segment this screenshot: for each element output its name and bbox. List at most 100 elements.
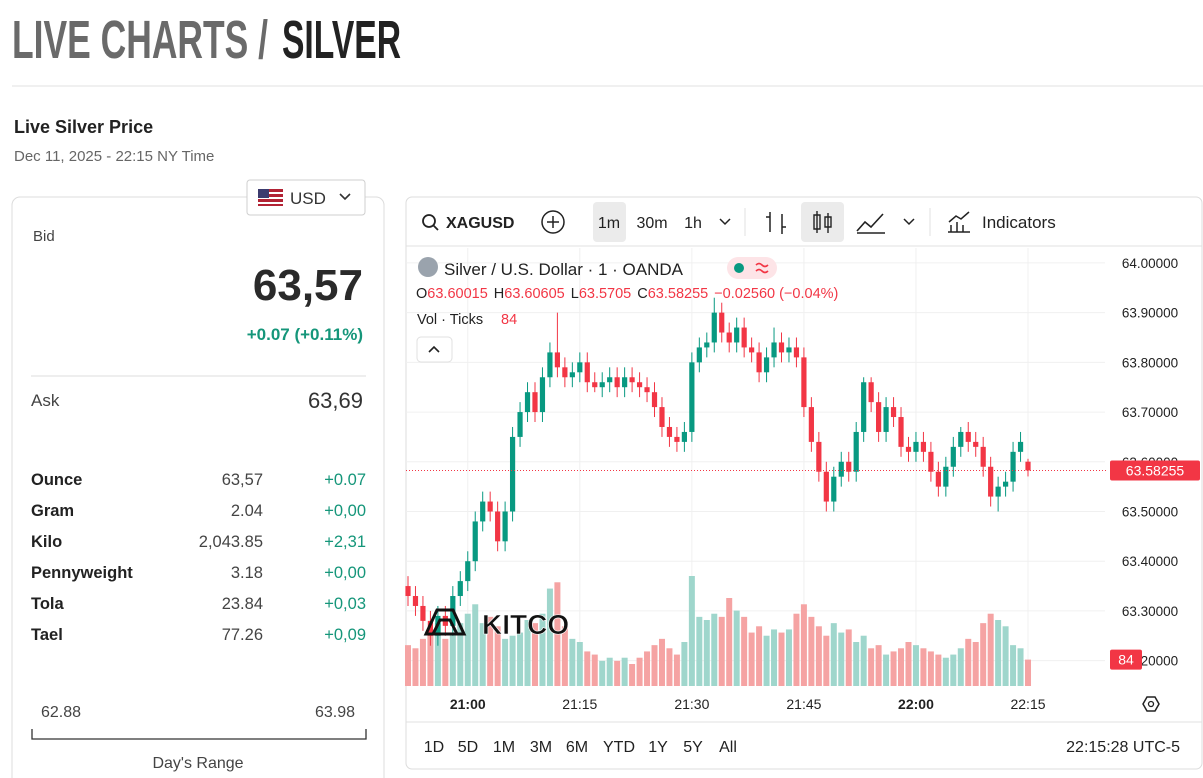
volume-bar [636,657,643,686]
volume-bar [696,616,703,686]
ohlc-value: 63.60015 [427,286,487,302]
range-button[interactable]: 1Y [648,739,668,756]
candle-body [457,581,463,597]
volume-bar [793,613,800,686]
volume-bar [569,638,576,686]
candle-body [808,407,814,442]
unit-price: 63,57 [222,471,263,489]
volume-series [405,576,1032,686]
settings[interactable] [1142,696,1160,712]
volume-legend: Vol · Ticks [417,312,483,328]
symbol-icon [418,257,438,277]
volume-badge [1110,649,1142,670]
symbol[interactable]: XAGUSD [446,215,514,232]
candle-body [569,372,575,378]
add-symbol-icon [547,216,559,228]
range-button[interactable]: 3M [530,739,552,756]
volume-bar [442,638,449,686]
candles-icon[interactable] [813,211,832,233]
indicators[interactable]: Indicators [982,213,1056,232]
candle-body [801,357,807,408]
ohlc-key: H [494,286,504,302]
interval[interactable]: 30m [636,215,667,232]
interval-menu[interactable] [719,218,731,226]
unit-name: Pennyweight [31,564,133,582]
collapse-legend[interactable] [416,336,453,363]
x-tick-label: 22:00 [898,696,934,712]
bars-icon[interactable] [766,212,786,234]
unit-change: +0,00 [324,564,366,582]
candle-body [973,441,979,447]
unit-name: Gram [31,502,74,520]
volume-bar [942,657,949,686]
range-button[interactable]: YTD [603,739,635,756]
volume-bar [808,616,815,686]
volume-bar [838,632,845,686]
chart-type-selected [801,202,844,242]
unit-change: +0,00 [324,502,366,520]
candle-body [920,441,927,452]
volume-bar [898,648,905,686]
range-button[interactable]: 6M [566,739,588,756]
interval[interactable]: 1m [598,215,620,232]
volume-bar [868,648,875,686]
volume-bar [405,645,411,686]
candle-body [622,377,628,388]
chevron [339,193,351,201]
candle-body [636,382,643,388]
volume-bar [614,660,621,686]
candle-body [786,347,792,353]
volume-bar [972,642,979,686]
add-symbol[interactable] [541,210,565,234]
volume-bar [935,654,942,686]
candle-body [763,357,770,373]
flag-canton [258,189,269,198]
candle-body [883,407,889,432]
candle-body [532,392,538,413]
volume-bar [830,623,837,686]
volume-bar [606,657,613,686]
volume-bar [815,626,822,686]
candle-body [509,436,516,512]
bid-price: 63,57 [253,261,363,310]
volume-bar [651,645,658,686]
volume-bar [688,576,695,686]
unit-name: Ounce [31,471,82,489]
candle-body [412,596,419,606]
candle-body [734,327,740,343]
volume-bar [1017,648,1024,686]
y-tick-label: 63.70000 [1122,405,1178,420]
candle-body [905,446,912,452]
volume-bar [494,626,501,686]
interval[interactable]: 1h [684,215,702,232]
settings-icon [1147,700,1155,708]
range-button[interactable]: 1M [493,739,515,756]
area-icon[interactable] [856,213,885,234]
candle-body [554,352,560,368]
currency-select[interactable]: USD [246,179,366,216]
candle-body [487,501,493,512]
volume-bar [845,629,852,686]
volume-bar [987,613,994,686]
volume-legend-value: 84 [501,312,517,328]
volume-bar [434,623,441,686]
volume-bar [419,638,426,686]
range-button[interactable]: 5Y [683,739,703,756]
x-tick-label: 22:15 [1010,696,1045,712]
chart-type-menu[interactable] [903,218,915,226]
volume-bar [703,620,710,686]
x-tick-label: 21:30 [674,696,709,712]
range-button[interactable]: 5D [458,739,478,756]
candle-body [726,332,732,343]
candle-body [405,586,411,597]
panel-title: Live Silver Price [14,117,153,137]
range-bar [31,729,367,740]
flag-stripe [258,192,283,194]
candle-body [599,382,605,388]
volume-bar [554,582,561,686]
range-button[interactable]: All [719,739,737,756]
volume-bar [561,626,568,686]
indicators-icon [948,211,970,233]
range-button[interactable]: 1D [424,739,444,756]
toolbar: XAGUSD 1m 30m 1h Indicators [422,202,1056,242]
